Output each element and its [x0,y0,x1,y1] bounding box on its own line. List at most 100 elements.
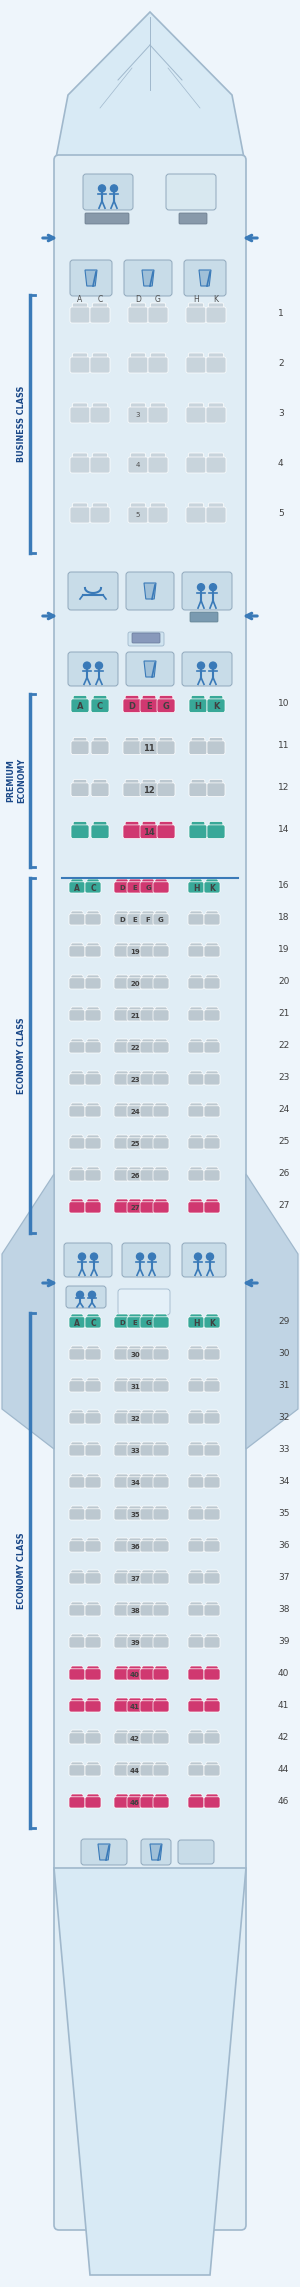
FancyBboxPatch shape [157,826,175,839]
FancyBboxPatch shape [159,695,173,700]
FancyBboxPatch shape [69,1043,85,1052]
FancyBboxPatch shape [127,1107,143,1116]
FancyBboxPatch shape [129,1070,141,1075]
Text: H: H [193,295,199,304]
FancyBboxPatch shape [87,1315,99,1317]
FancyBboxPatch shape [140,1317,156,1329]
FancyBboxPatch shape [68,652,118,686]
FancyBboxPatch shape [118,1290,170,1315]
FancyBboxPatch shape [206,1006,218,1011]
Text: G: G [158,917,164,924]
FancyBboxPatch shape [71,942,83,947]
FancyBboxPatch shape [128,357,148,373]
FancyBboxPatch shape [114,1798,130,1809]
FancyBboxPatch shape [189,826,207,839]
FancyBboxPatch shape [69,979,85,988]
FancyBboxPatch shape [129,1507,141,1509]
FancyBboxPatch shape [70,508,90,524]
FancyBboxPatch shape [130,503,146,508]
FancyBboxPatch shape [85,1445,101,1457]
Text: 33: 33 [278,1445,290,1455]
FancyBboxPatch shape [69,1107,85,1116]
FancyBboxPatch shape [72,302,88,309]
FancyBboxPatch shape [140,883,156,892]
FancyBboxPatch shape [91,741,109,755]
FancyBboxPatch shape [206,1537,218,1541]
FancyBboxPatch shape [71,910,83,915]
FancyBboxPatch shape [128,631,164,645]
Text: 21: 21 [278,1009,290,1018]
FancyBboxPatch shape [142,1198,154,1203]
FancyBboxPatch shape [114,1075,130,1084]
FancyBboxPatch shape [150,453,166,460]
FancyBboxPatch shape [157,782,175,796]
Text: G: G [155,295,161,304]
FancyBboxPatch shape [153,1605,169,1617]
FancyBboxPatch shape [92,453,108,460]
FancyBboxPatch shape [186,508,206,524]
Text: 44: 44 [278,1766,289,1772]
FancyBboxPatch shape [188,1075,204,1084]
FancyBboxPatch shape [129,1569,141,1573]
FancyBboxPatch shape [127,1445,143,1457]
FancyBboxPatch shape [69,1477,85,1489]
FancyBboxPatch shape [85,1413,101,1425]
FancyBboxPatch shape [71,1475,83,1477]
Text: 32: 32 [130,1416,140,1423]
FancyBboxPatch shape [140,1509,156,1521]
FancyBboxPatch shape [114,1766,130,1777]
FancyBboxPatch shape [191,695,205,700]
FancyBboxPatch shape [188,1573,204,1585]
FancyBboxPatch shape [140,741,158,755]
FancyBboxPatch shape [85,883,101,892]
FancyBboxPatch shape [190,1697,202,1702]
Text: 24: 24 [130,1109,140,1116]
FancyBboxPatch shape [114,947,130,956]
FancyBboxPatch shape [140,1605,156,1617]
FancyBboxPatch shape [128,457,148,473]
Polygon shape [85,270,97,286]
FancyBboxPatch shape [87,1198,99,1203]
FancyBboxPatch shape [191,821,205,826]
FancyBboxPatch shape [85,213,129,224]
FancyBboxPatch shape [155,1166,167,1171]
FancyBboxPatch shape [116,1411,128,1413]
Text: D: D [119,1320,125,1326]
FancyBboxPatch shape [116,1633,128,1637]
FancyBboxPatch shape [126,652,174,686]
Text: 39: 39 [130,1640,140,1647]
FancyBboxPatch shape [69,1766,85,1777]
FancyBboxPatch shape [142,821,156,826]
FancyBboxPatch shape [129,1038,141,1043]
FancyBboxPatch shape [206,878,218,883]
FancyBboxPatch shape [71,1411,83,1413]
FancyBboxPatch shape [153,883,169,892]
Text: 12: 12 [143,787,155,796]
Text: 26: 26 [278,1169,290,1178]
Text: 46: 46 [130,1800,140,1807]
FancyBboxPatch shape [127,1477,143,1489]
FancyBboxPatch shape [142,1475,154,1477]
FancyBboxPatch shape [153,1381,169,1393]
FancyBboxPatch shape [85,947,101,956]
Circle shape [209,583,217,590]
FancyBboxPatch shape [190,1475,202,1477]
Text: D: D [119,917,125,924]
FancyBboxPatch shape [188,979,204,988]
FancyBboxPatch shape [93,695,107,700]
FancyBboxPatch shape [126,572,174,611]
FancyBboxPatch shape [128,407,148,423]
FancyBboxPatch shape [69,1413,85,1425]
FancyBboxPatch shape [129,1697,141,1702]
FancyBboxPatch shape [190,1102,202,1107]
FancyBboxPatch shape [90,306,110,322]
FancyBboxPatch shape [127,1798,143,1809]
FancyBboxPatch shape [87,878,99,883]
FancyBboxPatch shape [190,1038,202,1043]
FancyBboxPatch shape [130,352,146,359]
FancyBboxPatch shape [114,1139,130,1148]
FancyBboxPatch shape [206,1793,218,1798]
FancyBboxPatch shape [129,1793,141,1798]
FancyBboxPatch shape [127,915,143,924]
FancyBboxPatch shape [71,1537,83,1541]
